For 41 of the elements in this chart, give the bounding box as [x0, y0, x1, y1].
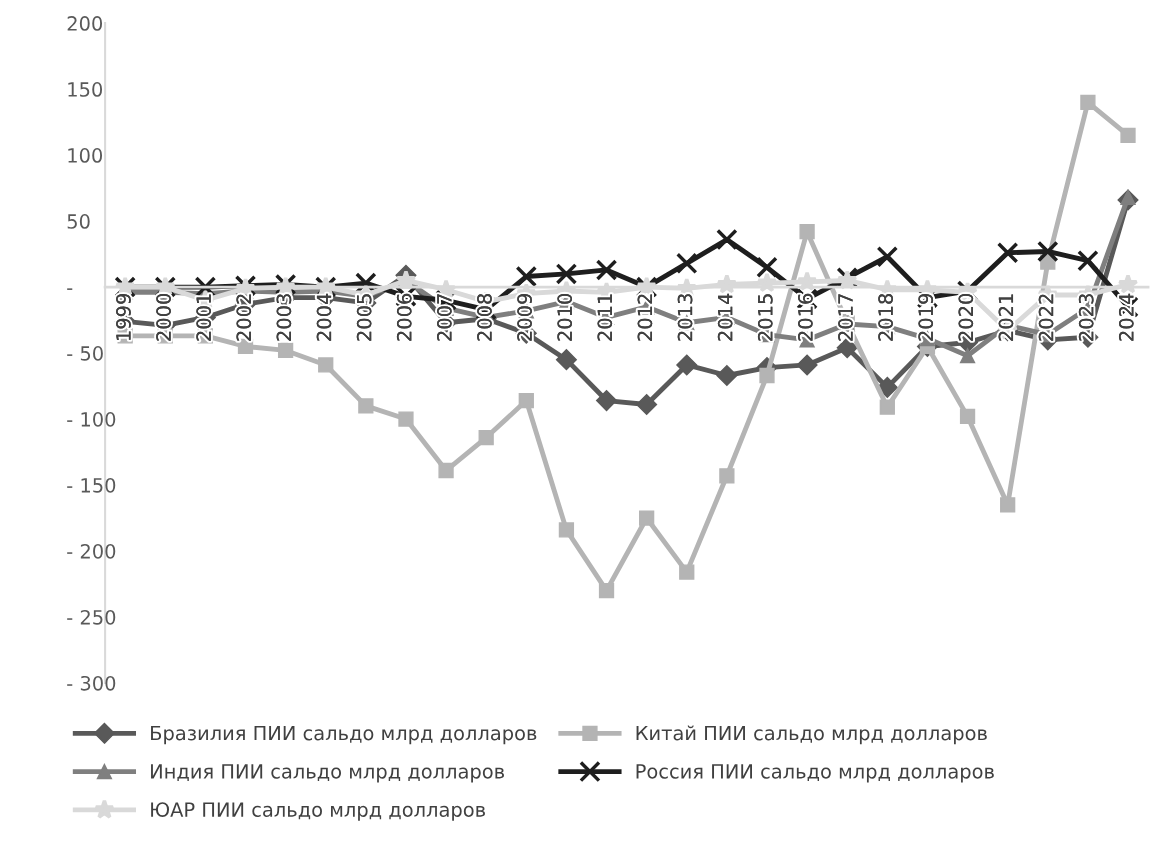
- legend-label: Китай ПИИ сальдо млрд долларов: [636, 725, 987, 745]
- y-tick-label: 200: [67, 16, 103, 31]
- x-tick-label: 2001: [196, 294, 212, 341]
- x-tick-label: 1999: [116, 294, 131, 340]
- x-tick-label: 2010: [557, 293, 573, 341]
- x-tick-label: 2002: [236, 294, 252, 341]
- x-tick-label: 2017: [838, 294, 853, 341]
- x-tick-label: 2020: [958, 293, 974, 341]
- y-tick-label: - 250: [67, 609, 116, 625]
- y-tick-label: - 300: [67, 675, 116, 691]
- legend-label: Индия ПИИ сальдо млрд долларов: [151, 764, 504, 783]
- x-tick-label: 2005: [356, 294, 372, 341]
- x-tick-label: 2015: [757, 294, 773, 341]
- x-tick-label: 2024: [1118, 293, 1134, 341]
- legend-label: Россия ПИИ сальдо млрд долларов: [636, 764, 994, 783]
- y-tick-label: 150: [68, 82, 103, 97]
- y-tick-label: 100: [68, 148, 103, 163]
- legend-label: Бразилия ПИИ сальдо млрд долларов: [151, 725, 537, 745]
- y-tick-label: - 100: [67, 412, 116, 427]
- x-tick-label: 2013: [677, 294, 693, 341]
- x-tick-label: 2003: [276, 294, 292, 341]
- x-tick-label: 2008: [477, 293, 492, 341]
- y-tick-label: - 200: [67, 543, 116, 559]
- x-tick-label: 2011: [597, 294, 613, 341]
- x-tick-label: 2007: [437, 294, 452, 341]
- x-tick-label: 2023: [1078, 294, 1094, 341]
- x-tick-label: 2019: [918, 294, 934, 341]
- x-tick-label: 2014: [717, 293, 733, 341]
- legend-label: ЮАР ПИИ сальдо млрд долларов: [151, 802, 485, 821]
- x-tick-label: 2021: [998, 294, 1014, 341]
- y-tick-label: -: [67, 288, 73, 290]
- y-tick-label: 50: [67, 214, 90, 229]
- x-tick-label: 2022: [1038, 294, 1054, 341]
- x-tick-label: 2000: [156, 293, 171, 341]
- y-tick-label: - 150: [67, 477, 116, 493]
- x-tick-label: 2018: [878, 293, 893, 341]
- x-tick-label: 2012: [637, 294, 653, 341]
- x-tick-label: 2009: [517, 294, 532, 341]
- x-tick-label: 2006: [396, 293, 412, 341]
- x-tick-label: 2016: [798, 293, 813, 341]
- y-tick-label: - 50: [67, 346, 103, 361]
